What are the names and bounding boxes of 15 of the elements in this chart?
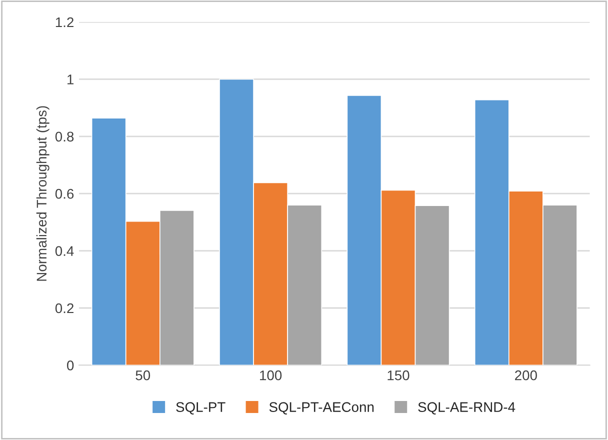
y-tick-label: 0.2	[55, 303, 74, 314]
y-tick-label: 0.6	[55, 188, 74, 199]
legend-label: SQL-PT	[176, 402, 226, 414]
y-tick-label: 0.8	[55, 132, 74, 142]
y-tick-label: 1	[68, 74, 74, 84]
y-tick-label: 0.4	[55, 246, 74, 256]
y-tick-label: 1.2	[56, 17, 74, 28]
y-tick-label: 0	[67, 360, 74, 370]
x-tick-label: 150	[388, 370, 410, 380]
x-tick-label: 200	[515, 370, 537, 380]
y-axis-title: Normalized Throughput (tps)	[36, 106, 50, 281]
x-tick-label: 50	[136, 370, 150, 380]
legend-label: SQL-AE-RND-4	[418, 402, 516, 414]
legend-label: SQL-PT-AEConn	[269, 402, 374, 414]
x-tick-label: 100	[260, 370, 282, 380]
